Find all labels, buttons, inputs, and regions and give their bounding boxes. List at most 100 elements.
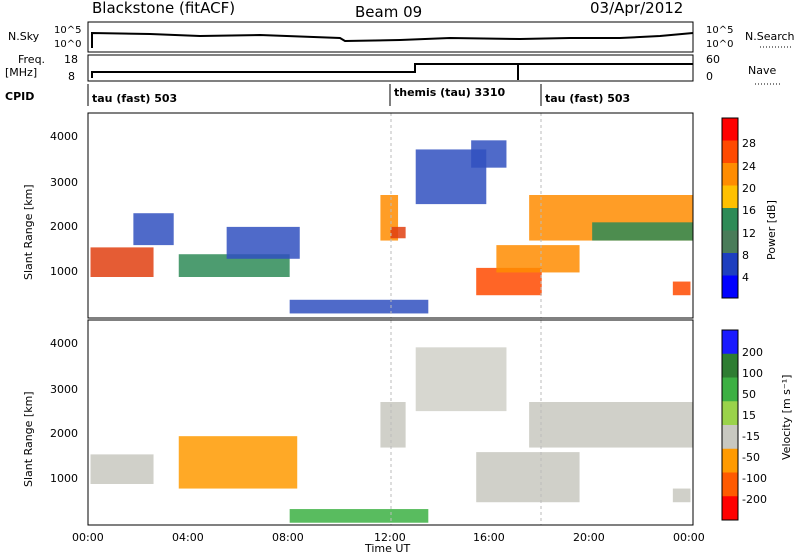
time-tick-0: 00:00 bbox=[72, 531, 104, 544]
velocity-cbar-label: Velocity [m s⁻¹] bbox=[780, 375, 793, 460]
nsky-panel: N.Sky 10^5 10^0 10^5 10^0 N.Search bbox=[8, 21, 795, 53]
velocity-cbar-tick-100: 100 bbox=[742, 367, 763, 380]
power-ytick-3000: 3000 bbox=[50, 176, 78, 189]
power-colorbar-swatch-6 bbox=[722, 253, 738, 276]
power-echo-region-0 bbox=[90, 247, 154, 277]
velocity-cbar-tick-200: 200 bbox=[742, 346, 763, 359]
power-echo-region-9 bbox=[496, 245, 580, 273]
freq-trace bbox=[91, 63, 693, 78]
power-echo-region-11 bbox=[592, 222, 693, 241]
power-colorbar-swatch-3 bbox=[722, 185, 738, 209]
nsky-tick-bottom: 10^0 bbox=[54, 39, 81, 50]
power-cbar-tick-28: 28 bbox=[742, 137, 756, 150]
power-colorbar-swatch-1 bbox=[722, 140, 738, 164]
velocity-colorbar-swatch-4 bbox=[722, 425, 738, 450]
power-cbar-tick-8: 8 bbox=[742, 249, 749, 262]
velocity-colorbar: 200 100 50 15 -15 -50 -100 -200 Velocity… bbox=[721, 329, 793, 521]
power-echo-region-12 bbox=[289, 299, 429, 314]
power-colorbar-swatch-5 bbox=[722, 230, 738, 254]
velocity-colorbar-swatch-3 bbox=[722, 401, 738, 426]
power-cbar-label: Power [dB] bbox=[765, 200, 778, 260]
velocity-echo-region-7 bbox=[672, 488, 691, 503]
nave-tick-bottom: 0 bbox=[706, 70, 713, 83]
freq-unit: [MHz] bbox=[5, 66, 37, 79]
velocity-cbar-tick-m200: -200 bbox=[742, 493, 767, 506]
power-colorbar: 28 24 20 16 12 8 4 Power [dB] bbox=[721, 117, 778, 299]
power-data bbox=[90, 140, 693, 314]
power-ylabel: Slant Range [km] bbox=[22, 184, 35, 280]
velocity-cbar-tick-m15: -15 bbox=[742, 430, 760, 443]
velocity-ytick-1000: 1000 bbox=[50, 472, 78, 485]
nsky-label: N.Sky bbox=[8, 30, 40, 43]
power-cbar-tick-12: 12 bbox=[742, 227, 756, 240]
velocity-ylabel: Slant Range [km] bbox=[22, 391, 35, 487]
freq-tick-bottom: 8 bbox=[68, 70, 75, 83]
velocity-cbar-tick-m50: -50 bbox=[742, 451, 760, 464]
time-tick-1: 04:00 bbox=[172, 531, 204, 544]
time-tick-2: 08:00 bbox=[272, 531, 304, 544]
power-colorbar-swatch-7 bbox=[722, 275, 738, 299]
power-ytick-4000: 4000 bbox=[50, 130, 78, 143]
time-axis-label: Time UT bbox=[364, 542, 410, 554]
power-colorbar-swatch-4 bbox=[722, 208, 738, 231]
velocity-ytick-2000: 2000 bbox=[50, 427, 78, 440]
velocity-echo-region-5 bbox=[529, 402, 693, 448]
power-cbar-tick-24: 24 bbox=[742, 160, 756, 173]
nsearch-tick-bottom: 10^0 bbox=[706, 39, 733, 50]
freq-label: Freq. bbox=[18, 53, 45, 66]
power-cbar-tick-20: 20 bbox=[742, 182, 756, 195]
velocity-cbar-tick-15: 15 bbox=[742, 409, 756, 422]
cpid-segment-2: themis (tau) 3310 bbox=[394, 86, 506, 99]
velocity-echo-region-1 bbox=[178, 436, 298, 489]
nave-tick-top: 60 bbox=[706, 53, 720, 66]
power-cbar-tick-16: 16 bbox=[742, 204, 756, 217]
velocity-echo-region-2 bbox=[380, 402, 406, 448]
velocity-colorbar-swatch-7 bbox=[722, 496, 738, 521]
date-title: 03/Apr/2012 bbox=[590, 0, 683, 17]
velocity-colorbar-swatch-5 bbox=[722, 448, 738, 473]
velocity-colorbar-swatch-2 bbox=[722, 377, 738, 402]
velocity-cbar-tick-50: 50 bbox=[742, 388, 756, 401]
cpid-row: CPID tau (fast) 503 themis (tau) 3310 ta… bbox=[5, 84, 630, 106]
nsearch-label: N.Search bbox=[745, 30, 795, 43]
power-echo-region-13 bbox=[672, 281, 691, 296]
velocity-colorbar-swatch-1 bbox=[722, 353, 738, 378]
power-colorbar-swatch-0 bbox=[722, 118, 738, 141]
velocity-cbar-tick-m100: -100 bbox=[742, 472, 767, 485]
velocity-echo-region-6 bbox=[289, 509, 429, 523]
time-tick-4: 16:00 bbox=[473, 531, 505, 544]
beam-title: Beam 09 bbox=[355, 3, 422, 21]
nsky-tick-top: 10^5 bbox=[54, 25, 81, 36]
power-ytick-1000: 1000 bbox=[50, 265, 78, 278]
velocity-echo-region-4 bbox=[476, 452, 580, 503]
cpid-segment-1: tau (fast) 503 bbox=[92, 92, 177, 105]
nsky-trace bbox=[91, 31, 694, 48]
freq-tick-top: 18 bbox=[64, 53, 78, 66]
power-colorbar-swatch-2 bbox=[722, 163, 738, 186]
velocity-echo-region-3 bbox=[415, 347, 507, 412]
power-panel: 1000 2000 3000 4000 Slant Range [km] bbox=[22, 112, 694, 319]
power-echo-region-7 bbox=[471, 140, 507, 168]
nsearch-tick-top: 10^5 bbox=[706, 25, 733, 36]
cpid-label: CPID bbox=[5, 90, 34, 103]
time-tick-5: 20:00 bbox=[573, 531, 605, 544]
velocity-ytick-4000: 4000 bbox=[50, 337, 78, 350]
velocity-colorbar-swatch-6 bbox=[722, 472, 738, 497]
power-ytick-2000: 2000 bbox=[50, 220, 78, 233]
cpid-segment-3: tau (fast) 503 bbox=[545, 92, 630, 105]
velocity-data bbox=[90, 347, 693, 523]
station-title: Blackstone (fitACF) bbox=[92, 0, 235, 17]
power-echo-region-5 bbox=[390, 226, 406, 239]
time-tick-6: 00:00 bbox=[673, 531, 705, 544]
nave-label: Nave bbox=[748, 64, 776, 77]
velocity-colorbar-swatch-0 bbox=[722, 330, 738, 355]
time-axis: 00:00 04:00 08:00 12:00 16:00 20:00 00:0… bbox=[72, 531, 705, 554]
power-echo-region-2 bbox=[178, 254, 290, 277]
velocity-panel: 1000 2000 3000 4000 Slant Range [km] bbox=[22, 319, 694, 526]
time-tick-3: 12:00 bbox=[374, 531, 406, 544]
power-echo-region-3 bbox=[226, 226, 300, 259]
power-cbar-tick-4: 4 bbox=[742, 271, 749, 284]
freq-panel: Freq. [MHz] 18 8 60 0 Nave bbox=[5, 53, 780, 85]
power-echo-region-1 bbox=[133, 213, 174, 246]
